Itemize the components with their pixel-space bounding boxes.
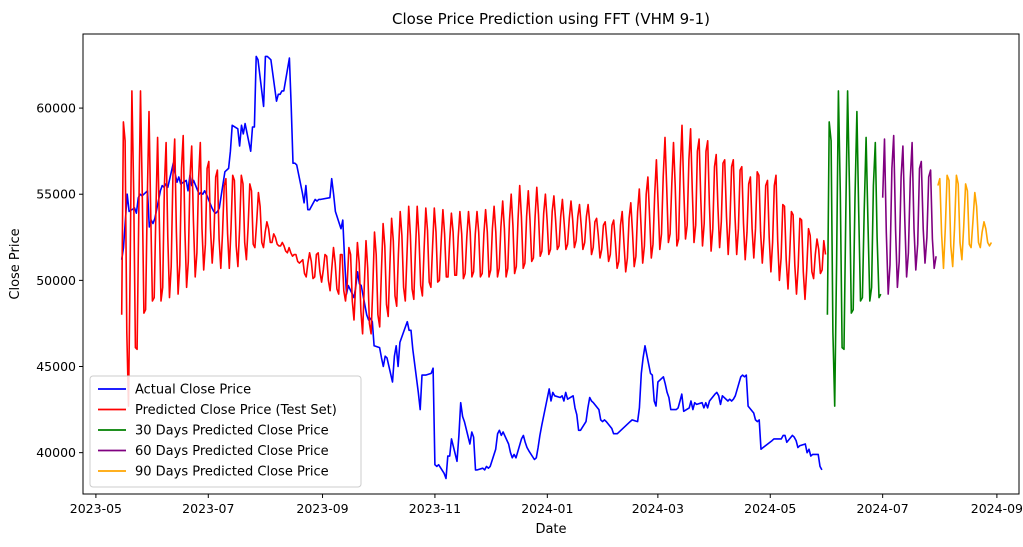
plot-area — [120, 55, 993, 480]
series-line-2 — [826, 90, 882, 407]
y-tick-label: 60000 — [36, 101, 76, 116]
x-axis: 2023-05 2023-07 2023-09 2023-11 2024-01 2024-… — [70, 494, 1023, 516]
x-axis-label: Date — [535, 522, 566, 537]
y-tick-label: 45000 — [36, 359, 76, 374]
x-tick-label: 2023-09 — [296, 501, 348, 516]
x-tick-label: 2024-09 — [971, 501, 1023, 516]
x-tick-label: 2023-07 — [182, 501, 234, 516]
legend-label-4: 90 Days Predicted Close Price — [135, 465, 329, 480]
legend-label-2: 30 Days Predicted Close Price — [135, 424, 329, 439]
y-axis-label: Close Price — [8, 228, 23, 299]
y-tick-label: 40000 — [36, 445, 76, 460]
y-axis: 40000 45000 50000 55000 60000 — [36, 101, 83, 460]
y-tick-label: 55000 — [36, 187, 76, 202]
legend-box — [89, 375, 362, 488]
legend-label-3: 60 Days Predicted Close Price — [135, 444, 329, 459]
plot-frame — [82, 33, 1020, 495]
y-tick-label: 50000 — [36, 273, 76, 288]
x-tick-label: 2024-01 — [521, 501, 573, 516]
series-line-3 — [881, 134, 937, 295]
chart-title: Close Price Prediction using FFT (VHM 9-… — [392, 10, 710, 28]
legend: Actual Close Price Predicted Close Price … — [89, 375, 362, 488]
x-tick-label: 2024-05 — [744, 501, 796, 516]
series-line-1 — [120, 90, 827, 407]
legend-label-1: Predicted Close Price (Test Set) — [135, 403, 337, 418]
legend-label-0: Actual Close Price — [135, 383, 251, 398]
x-tick-label: 2023-11 — [409, 501, 461, 516]
series-line-0 — [120, 55, 823, 480]
x-tick-label: 2024-03 — [632, 501, 684, 516]
series-line-4 — [937, 174, 993, 270]
x-tick-label: 2024-07 — [857, 501, 909, 516]
x-tick-label: 2023-05 — [70, 501, 122, 516]
